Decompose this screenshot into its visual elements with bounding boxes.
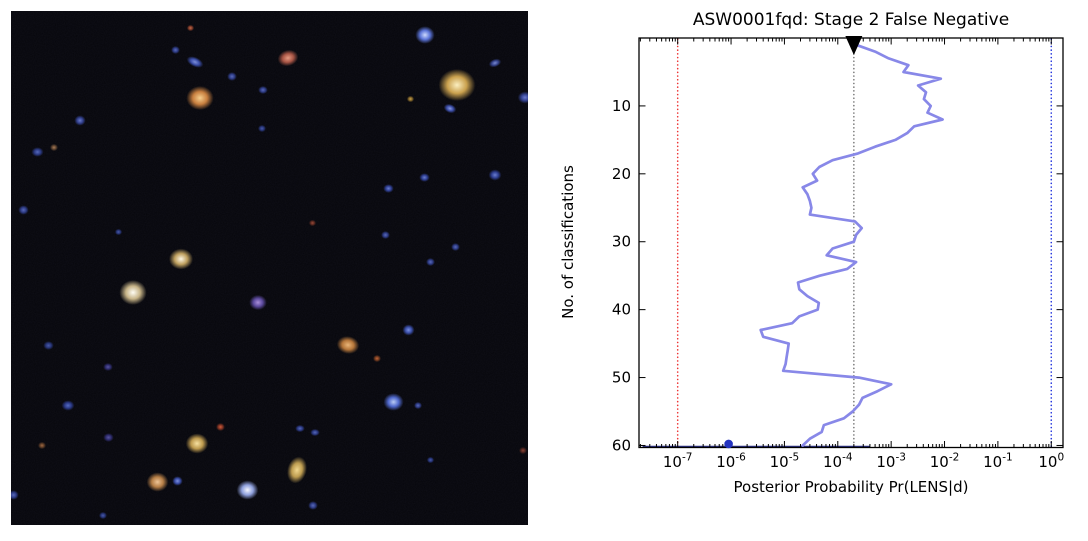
y-tick-label: 30 (612, 233, 631, 251)
galaxy-blob (101, 431, 115, 443)
galaxy-blob (226, 70, 238, 82)
galaxy-blob (400, 323, 416, 337)
galaxy-blob (380, 391, 406, 413)
x-tick-label: 100 (1038, 452, 1064, 472)
x-tick-label: 10-3 (876, 452, 906, 472)
y-axis-label: No. of classifications (559, 165, 577, 319)
galaxy-blob (49, 142, 59, 152)
galaxy-blob (449, 242, 461, 252)
galaxy-blob (98, 510, 108, 520)
y-tick-label: 50 (612, 369, 631, 387)
galaxy-blob (11, 489, 20, 501)
galaxy-blob (247, 292, 269, 312)
galaxy-blob (424, 257, 436, 267)
galaxy-blob (379, 230, 391, 240)
y-tick-label: 40 (612, 301, 631, 319)
x-tick-label: 10-1 (983, 452, 1013, 472)
galaxy-blob (413, 400, 423, 410)
x-tick-label: 10-6 (716, 452, 746, 472)
galaxy-blob (372, 353, 382, 363)
false-negative-marker (845, 36, 863, 55)
x-tick-label: 10-7 (663, 452, 693, 472)
galaxy-blob (37, 440, 47, 450)
galaxy-blob (516, 89, 528, 105)
galaxy-blob (413, 24, 437, 46)
galaxy-blob (183, 430, 211, 456)
galaxy-blob (183, 83, 217, 113)
chart-title: ASW0001fqd: Stage 2 False Negative (693, 10, 1009, 30)
galaxy-blob (307, 499, 319, 511)
galaxy-blob (41, 339, 55, 351)
galaxy-blob (233, 478, 261, 502)
x-tick-label: 10-2 (930, 452, 960, 472)
y-tick-label: 20 (612, 165, 631, 183)
x-tick-label: 10-4 (823, 452, 853, 472)
y-tick-label: 60 (612, 436, 631, 454)
galaxy-blob (257, 123, 267, 133)
galaxy-blob (257, 85, 269, 95)
galaxy-blob (185, 24, 195, 32)
galaxy-blob (102, 362, 114, 372)
galaxy-blob (434, 65, 480, 105)
y-tick-label: 10 (612, 97, 631, 115)
galaxy-blob (307, 219, 317, 227)
galaxy-blob (166, 246, 196, 272)
galaxy-blob (518, 445, 528, 455)
galaxy-blob (405, 95, 415, 103)
x-axis-label: Posterior Probability Pr(LENS|d) (734, 478, 969, 496)
galaxy-blob (169, 45, 181, 55)
galaxy-blob (113, 228, 123, 236)
galaxy-blob (16, 204, 30, 216)
galaxy-blob (381, 182, 395, 194)
galaxy-blob (29, 146, 45, 158)
galaxy-blob (309, 427, 321, 437)
trajectory-line (759, 43, 944, 447)
galaxy-blob (425, 456, 435, 464)
galaxy-blob (417, 171, 431, 183)
galaxy-blob (214, 422, 226, 432)
galaxy-blob (487, 168, 503, 182)
x-tick-label: 10-5 (770, 452, 800, 472)
galaxy-blob (294, 423, 306, 433)
galaxy-blob (170, 475, 184, 487)
galaxy-blob (143, 470, 171, 494)
galaxy-blob (116, 276, 150, 308)
galaxy-blob (73, 113, 87, 127)
galaxy-blob (60, 398, 76, 412)
final-posterior-point (724, 439, 733, 449)
